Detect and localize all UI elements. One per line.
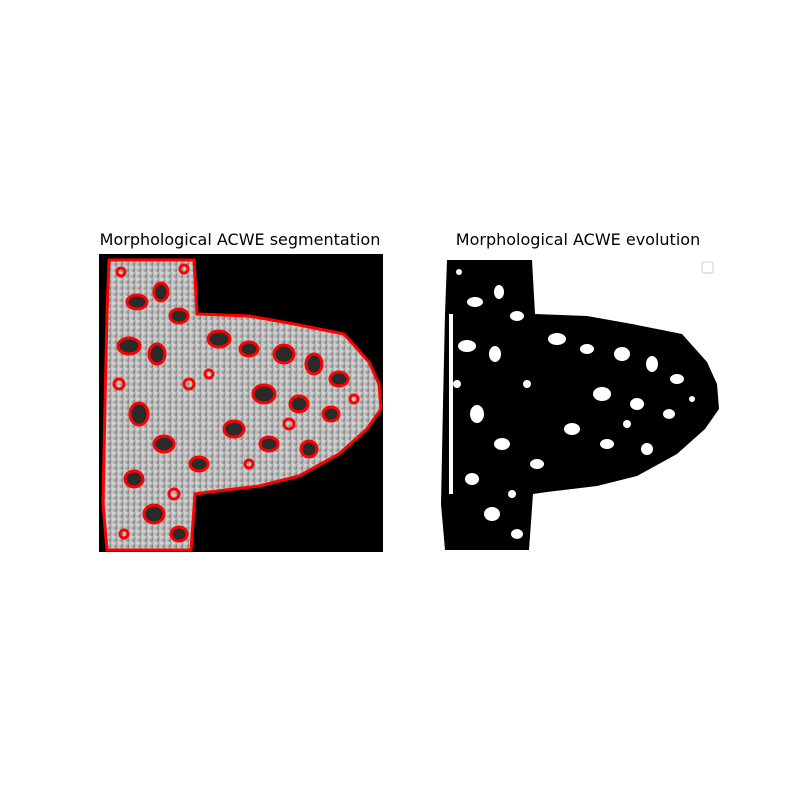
right-panel-title: Morphological ACWE evolution (455, 230, 701, 249)
left-panel-title: Morphological ACWE segmentation (99, 230, 381, 249)
segmentation-image (99, 254, 383, 552)
legend-box (701, 261, 714, 274)
pore-regions (119, 284, 347, 540)
mask-holes (449, 269, 695, 539)
tissue-region (103, 260, 381, 550)
mask-region (441, 260, 719, 550)
contour-overlay (101, 258, 383, 552)
evolution-mask-image (437, 254, 721, 552)
